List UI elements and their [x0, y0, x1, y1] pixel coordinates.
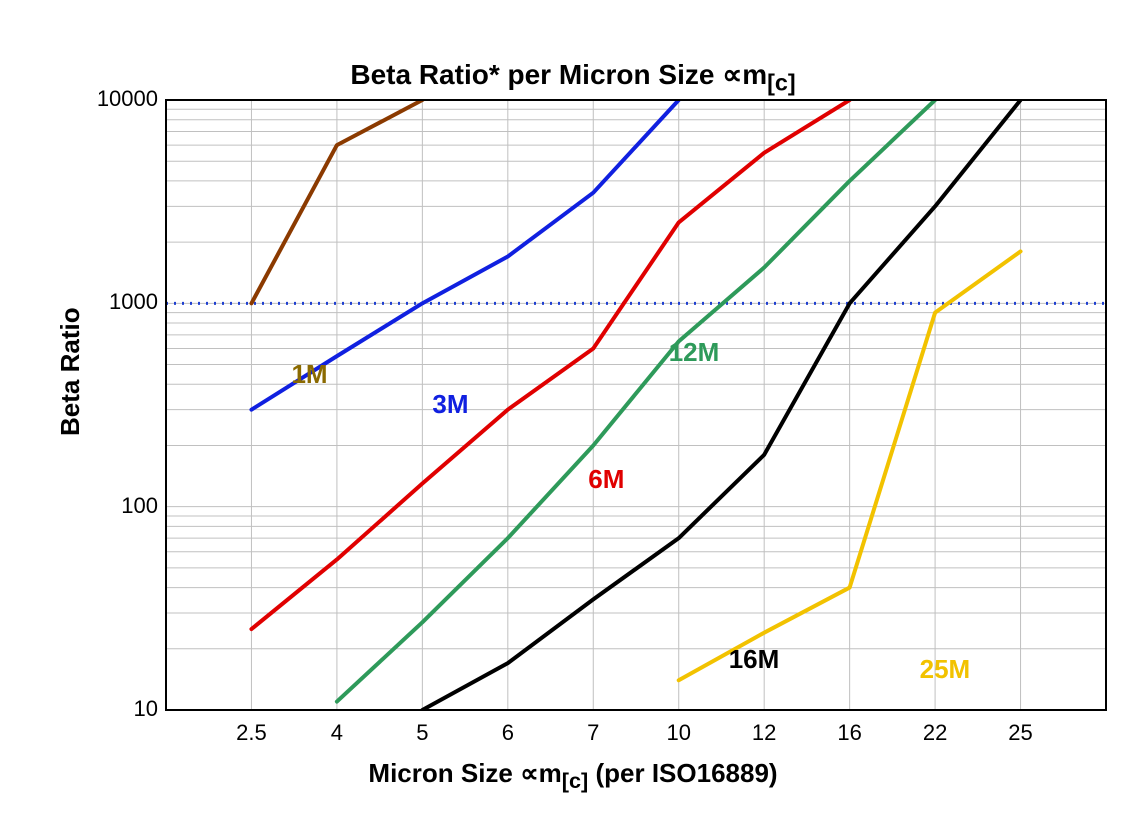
x-tick-label: 25: [996, 720, 1046, 746]
x-tick-label: 5: [397, 720, 447, 746]
y-tick-label: 100: [121, 493, 158, 519]
plot-area: [0, 0, 1146, 818]
series-label-25M: 25M: [920, 654, 971, 685]
x-tick-label: 2.5: [226, 720, 276, 746]
y-tick-label: 10000: [97, 86, 158, 112]
x-tick-label: 12: [739, 720, 789, 746]
series-label-16M: 16M: [729, 644, 780, 675]
x-tick-label: 10: [654, 720, 704, 746]
x-tick-label: 16: [825, 720, 875, 746]
x-tick-label: 4: [312, 720, 362, 746]
x-tick-label: 22: [910, 720, 960, 746]
y-tick-label: 1000: [109, 289, 158, 315]
series-label-1M: 1M: [291, 359, 327, 390]
y-tick-label: 10: [134, 696, 158, 722]
series-label-3M: 3M: [432, 389, 468, 420]
series-label-12M: 12M: [669, 337, 720, 368]
x-tick-label: 7: [568, 720, 618, 746]
series-label-6M: 6M: [588, 464, 624, 495]
x-tick-label: 6: [483, 720, 533, 746]
